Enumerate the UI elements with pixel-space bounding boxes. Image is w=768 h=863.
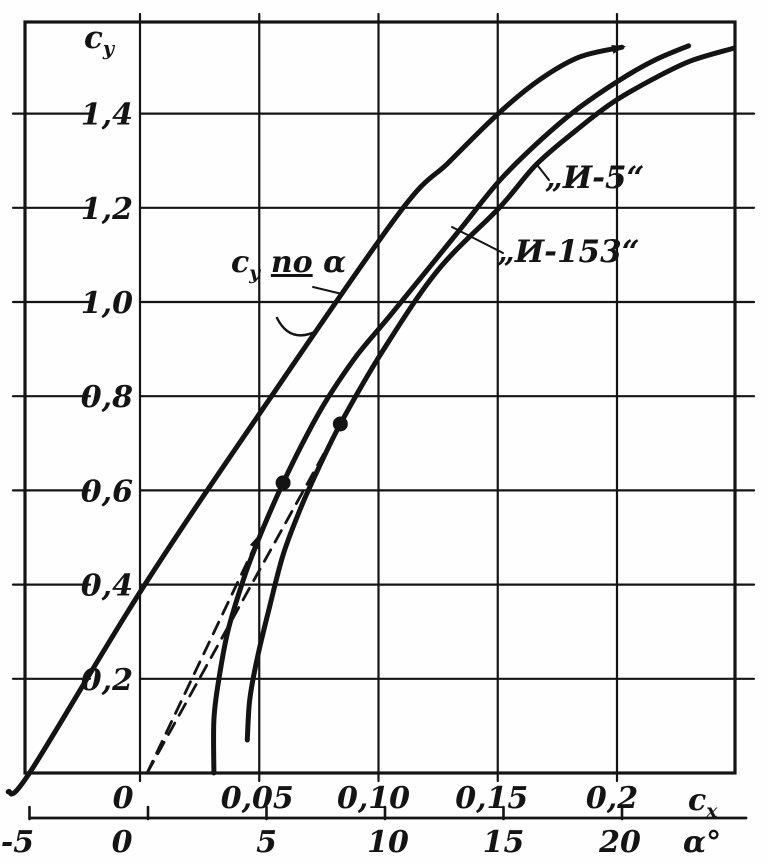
tangent-lines — [145, 422, 342, 775]
data-point-i-153 — [275, 475, 291, 491]
y-tick-label: 1,4 — [81, 98, 133, 133]
cx-tick-label: 0 — [113, 781, 134, 816]
tangent-line-tangent-i-153 — [145, 530, 264, 775]
y-tick-label: 0,8 — [81, 380, 133, 415]
y-axis-title: су — [84, 20, 116, 60]
data-points — [275, 416, 348, 491]
data-point-i-5 — [332, 416, 348, 432]
curve-i-153 — [211, 43, 692, 776]
cx-tick-label: 0,10 — [337, 781, 410, 816]
cx-axis-title: сх — [688, 783, 718, 822]
alpha-axis-title: α° — [683, 825, 721, 860]
y-tick-label: 0,4 — [81, 569, 133, 604]
alpha-tick-label: 20 — [598, 825, 641, 860]
angle-arc — [275, 316, 319, 337]
alpha-tick-label: 5 — [256, 825, 277, 860]
alpha-tick-label: 10 — [367, 825, 409, 860]
y-tick-label: 0,2 — [81, 663, 133, 698]
y-tick-label: 1,2 — [81, 192, 133, 227]
label-leader-i-153 — [451, 226, 504, 254]
arrowhead-cy-alpha — [611, 44, 626, 54]
label-leader-cy-alpha — [312, 286, 343, 295]
y-tick-label: 0,6 — [81, 474, 133, 509]
curve-label-i-5: „И-5“ — [545, 160, 644, 196]
alpha-tick-label: -5 — [1, 825, 34, 860]
plot-border — [23, 20, 737, 775]
alpha-tick-label: 0 — [112, 825, 133, 860]
axes — [23, 20, 748, 821]
curve-i-5 — [244, 45, 737, 743]
labels: 1,4 1,2 1,0 0,8 0,6 0,4 0,2 су 0 0,05 0,10 0,15 0,2 с… — [1, 20, 721, 860]
label-leader-i-5 — [537, 165, 550, 181]
tangent-line-tangent-i-5 — [145, 422, 342, 775]
curve-cy-alpha — [5, 44, 625, 797]
y-tick-label: 1,0 — [81, 286, 133, 321]
curve-label-i-153: „И-153“ — [497, 234, 640, 270]
cx-tick-label: 0,15 — [455, 781, 528, 816]
cx-tick-label: 0,05 — [221, 781, 294, 816]
curves — [5, 43, 737, 797]
cx-tick-label: 0,2 — [586, 781, 638, 816]
alpha-tick-label: 15 — [483, 825, 525, 860]
curve-label-cy-alpha: су по α — [231, 245, 346, 284]
